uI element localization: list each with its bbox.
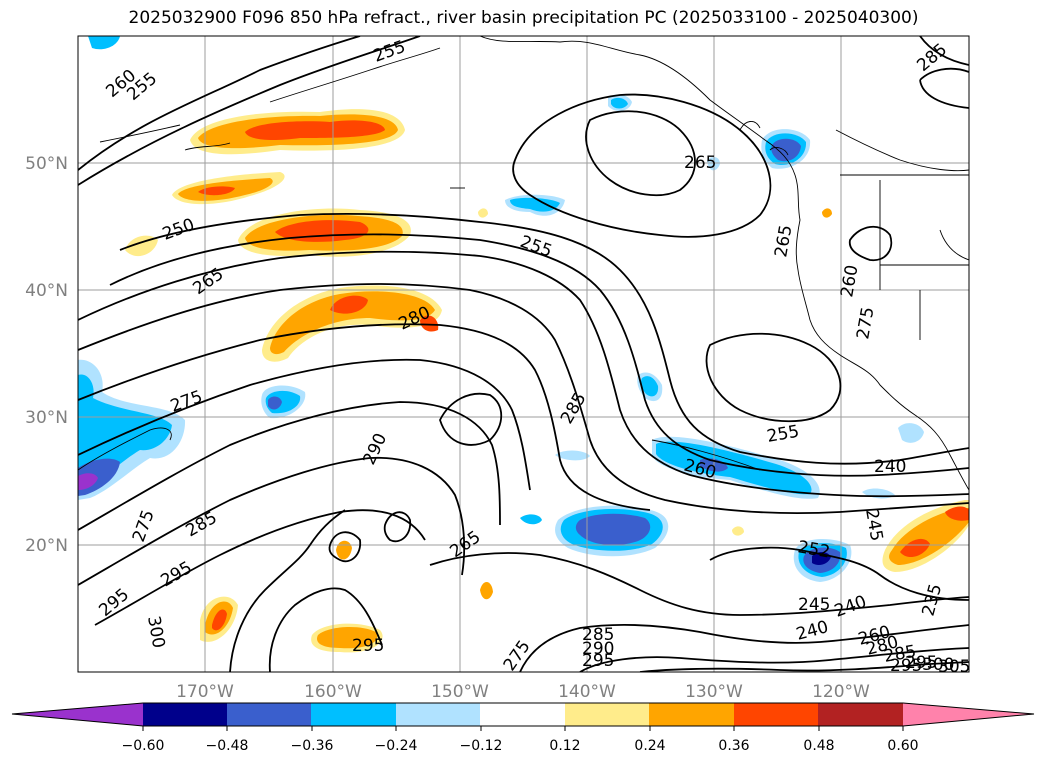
colorbar-swatch bbox=[734, 703, 819, 726]
map-plot-area: 260 255 255 265 285 250 265 255 265 260 … bbox=[78, 36, 970, 677]
refractivity-contours bbox=[78, 36, 969, 672]
contour-label: 295 bbox=[905, 653, 937, 673]
colorbar-tick-label: 0.60 bbox=[887, 738, 918, 754]
contour-label-group: 260 255 255 265 285 250 265 255 265 260 … bbox=[95, 37, 970, 677]
lon-tick-label: 160°W bbox=[304, 682, 362, 702]
coastlines bbox=[99, 36, 969, 491]
colorbar-tick-label: −0.12 bbox=[460, 738, 503, 754]
colorbar-tick-label: −0.48 bbox=[206, 738, 249, 754]
colorbar-swatch bbox=[143, 703, 228, 726]
lon-tick-label: 120°W bbox=[812, 682, 870, 702]
colorbar-swatch bbox=[227, 703, 312, 726]
contour-label: 245 bbox=[798, 595, 830, 615]
lon-tick-label: 140°W bbox=[558, 682, 616, 702]
shading-outlines bbox=[78, 427, 761, 471]
contour-label: 295 bbox=[890, 656, 922, 676]
colorbar-swatch bbox=[818, 703, 904, 726]
contour-label: 240 bbox=[874, 457, 906, 477]
lon-tick-label: 170°W bbox=[176, 682, 234, 702]
contour-label: 305 bbox=[938, 657, 970, 677]
colorbar-swatch bbox=[565, 703, 650, 726]
lon-tick-label: 150°W bbox=[431, 682, 489, 702]
map-frame bbox=[77, 35, 970, 673]
contour-label: 295 bbox=[582, 651, 614, 671]
colorbar-tick-label: −0.60 bbox=[122, 738, 165, 754]
colorbar-ticks bbox=[142, 726, 904, 731]
lat-tick-label: 40°N bbox=[25, 281, 68, 301]
colorbar-tick-label: 0.24 bbox=[634, 738, 665, 754]
colorbar-tick-label: −0.24 bbox=[375, 738, 418, 754]
map-title: 2025032900 F096 850 hPa refract., river … bbox=[128, 8, 919, 28]
colorbar-tick-label: −0.36 bbox=[291, 738, 334, 754]
longitude-ticks: 170°W 160°W 150°W 140°W 130°W 120°W bbox=[176, 682, 870, 702]
contour-label: 300 bbox=[922, 655, 954, 675]
colorbar-labels: −0.60 −0.48 −0.36 −0.24 −0.12 0.12 0.24 … bbox=[122, 738, 919, 754]
lat-tick-label: 50°N bbox=[25, 154, 68, 174]
colorbar-swatch bbox=[649, 703, 735, 726]
colorbar-tick-label: 0.12 bbox=[549, 738, 580, 754]
lon-tick-label: 130°W bbox=[685, 682, 743, 702]
lat-tick-label: 20°N bbox=[25, 536, 68, 556]
colorbar-tick-label: 0.36 bbox=[718, 738, 749, 754]
contour-label: 285 bbox=[582, 625, 614, 645]
positive-anomaly-shading bbox=[125, 109, 969, 653]
colorbar-extend-high bbox=[903, 703, 1034, 726]
colorbar-swatch bbox=[396, 703, 481, 726]
contour-label: 295 bbox=[352, 636, 384, 656]
colorbar-extend-low bbox=[12, 703, 143, 726]
latitude-ticks: 50°N 40°N 30°N 20°N bbox=[25, 154, 68, 556]
lat-tick-label: 30°N bbox=[25, 408, 68, 428]
contour-label: 290 bbox=[582, 639, 614, 659]
colorbar-tick-label: 0.48 bbox=[803, 738, 834, 754]
colorbar-swatch bbox=[480, 703, 566, 726]
colorbar-swatch bbox=[311, 703, 397, 726]
colorbar: −0.60 −0.48 −0.36 −0.24 −0.12 0.12 0.24 … bbox=[11, 702, 1035, 754]
contour-label: 265 bbox=[684, 153, 716, 173]
